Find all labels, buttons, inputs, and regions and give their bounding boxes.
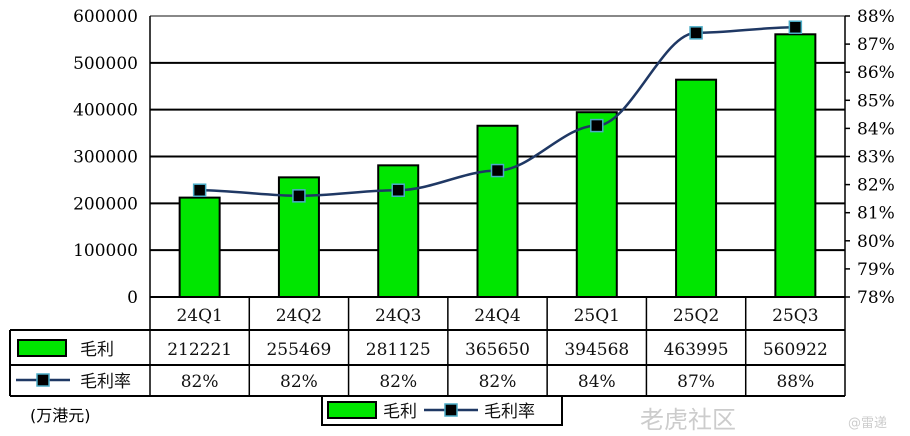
legend-label: 毛利率 — [484, 402, 535, 422]
line-marker — [192, 183, 207, 197]
left-tick-label: 400000 — [73, 101, 138, 121]
category-label: 25Q1 — [574, 306, 620, 326]
bar-value-cell: 281125 — [366, 340, 431, 360]
bar-value-cell: 365650 — [465, 340, 530, 360]
watermark-credit: @雷递 — [848, 416, 888, 431]
category-label: 24Q2 — [276, 306, 322, 326]
line-value-cell: 88% — [776, 372, 814, 392]
category-label: 24Q1 — [176, 306, 222, 326]
right-tick-label: 87% — [857, 35, 895, 55]
left-tick-label: 600000 — [73, 7, 138, 27]
right-tick-label: 81% — [857, 204, 895, 224]
line-value-cell: 82% — [280, 372, 318, 392]
watermark-logo: 老虎社区 — [640, 406, 736, 434]
right-tick-label: 85% — [857, 91, 895, 111]
category-label: 25Q3 — [772, 306, 818, 326]
line-value-cell: 82% — [181, 372, 219, 392]
right-tick-label: 80% — [857, 232, 895, 252]
left-tick-label: 100000 — [73, 241, 138, 261]
line-marker — [292, 189, 306, 203]
category-label: 24Q4 — [474, 306, 520, 326]
table-line-key-marker — [36, 373, 50, 387]
left-tick-label: 0 — [127, 288, 138, 308]
line-marker — [391, 183, 405, 197]
bar-value-cell: 394568 — [564, 340, 629, 360]
bar — [575, 111, 618, 299]
right-tick-label: 82% — [857, 176, 895, 196]
legend-line-marker — [444, 403, 458, 417]
right-tick-label: 84% — [857, 119, 895, 139]
right-tick-label: 78% — [857, 288, 895, 308]
table-bar-key — [17, 339, 67, 357]
bar — [675, 78, 718, 298]
bar-value-cell: 463995 — [664, 340, 729, 360]
right-tick-label: 79% — [857, 260, 895, 280]
bar — [774, 33, 817, 298]
bar-value-cell: 560922 — [763, 340, 828, 360]
table-series-name: 毛利 — [80, 340, 114, 360]
line-value-cell: 82% — [379, 372, 417, 392]
left-tick-label: 200000 — [73, 194, 138, 214]
bar-value-cell: 255469 — [266, 340, 331, 360]
bar — [476, 124, 519, 298]
line-marker — [490, 163, 505, 178]
left-tick-label: 500000 — [73, 54, 138, 74]
category-label: 25Q2 — [673, 306, 719, 326]
line-marker — [689, 26, 703, 40]
right-tick-label: 83% — [857, 148, 895, 168]
table-series-name: 毛利率 — [80, 372, 131, 392]
legend-bar-key — [327, 401, 377, 419]
category-label: 24Q3 — [375, 306, 421, 326]
bar-value-cell: 212221 — [167, 340, 232, 360]
line-value-cell: 84% — [578, 372, 616, 392]
line-value-cell: 87% — [677, 372, 715, 392]
line-marker — [590, 118, 604, 133]
legend-label: 毛利 — [383, 402, 417, 422]
right-tick-label: 88% — [857, 7, 895, 27]
line-marker — [788, 20, 803, 34]
bar — [178, 196, 221, 298]
right-tick-label: 86% — [857, 63, 895, 83]
unit-label: (万港元) — [30, 406, 91, 425]
left-tick-label: 300000 — [73, 148, 138, 168]
line-value-cell: 82% — [479, 372, 517, 392]
